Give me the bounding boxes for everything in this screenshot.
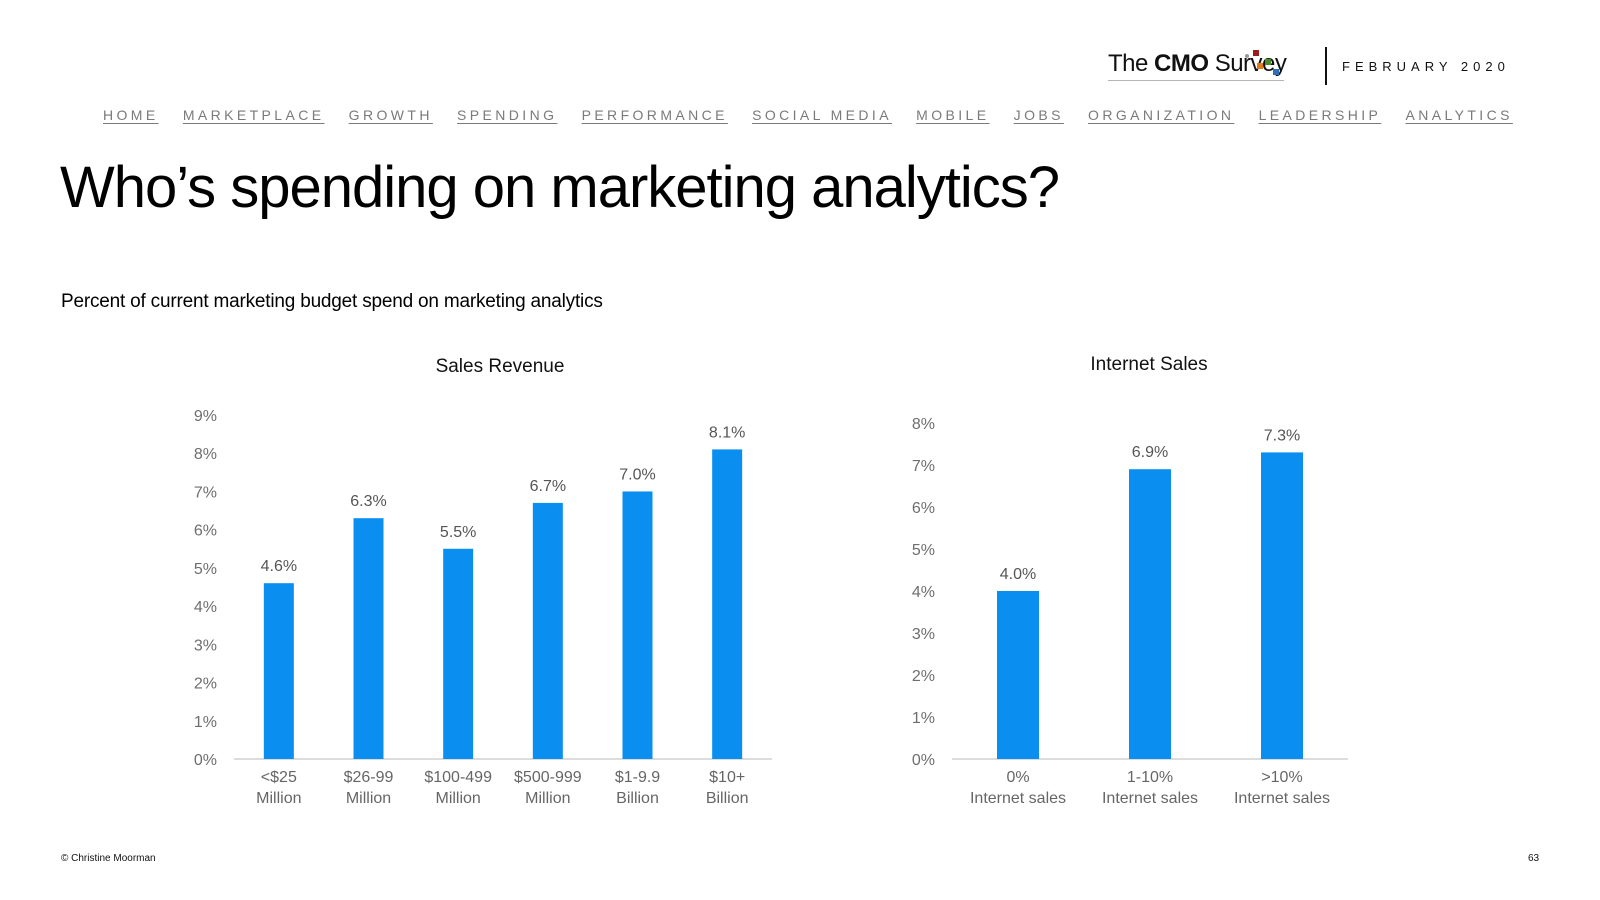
logo-dot-orange <box>1257 63 1263 69</box>
chart-2: Internet Sales 0% 1% 2% 3% 4% 5% 6% 7% 8% 4.0% 0% In… <box>912 354 1348 807</box>
x-tick-label: 1-10% <box>1127 769 1173 786</box>
data-label: 6.3% <box>350 493 386 510</box>
data-label: 5.5% <box>440 524 476 541</box>
y-tick-label: 5% <box>194 561 217 578</box>
data-label: 8.1% <box>709 424 745 441</box>
x-tick-label: Billion <box>706 790 749 807</box>
nav-item-analytics[interactable]: ANALYTICS <box>1405 107 1513 123</box>
bar[interactable] <box>443 548 474 759</box>
page-subtitle: Percent of current marketing budget spen… <box>61 291 603 312</box>
x-tick-label: $26-99 <box>344 769 394 786</box>
y-tick-label: 5% <box>912 542 935 559</box>
data-label: 6.9% <box>1132 444 1168 461</box>
x-tick-label: Million <box>346 790 391 807</box>
logo-dot-red <box>1253 50 1259 56</box>
x-tick-label: 0% <box>1006 769 1029 786</box>
chart-1: Sales Revenue 0% 1% 2% 3% 4% 5% 6% 7% 8% 9% 4.6% <$2… <box>194 356 772 807</box>
report-date: FEBRUARY 2020 <box>1342 59 1510 74</box>
data-label: 4.6% <box>261 558 297 575</box>
y-tick-label: 0% <box>194 752 217 769</box>
y-tick-label: 3% <box>912 626 935 643</box>
nav-item-organization[interactable]: ORGANIZATION <box>1088 107 1235 123</box>
chart-title: Sales Revenue <box>436 356 565 377</box>
nav-item-leadership[interactable]: LEADERSHIP <box>1258 107 1382 123</box>
nav-item-spending[interactable]: SPENDING <box>457 107 558 123</box>
bar[interactable] <box>622 491 653 759</box>
page-number: 63 <box>1528 853 1540 864</box>
y-tick-label: 8% <box>912 416 935 433</box>
y-tick-label: 2% <box>912 668 935 685</box>
x-tick-label: $10+ <box>709 769 745 786</box>
x-tick-label: Million <box>525 790 570 807</box>
brand-divider <box>1325 47 1327 85</box>
copyright: © Christine Moorman <box>61 853 156 864</box>
bar[interactable] <box>1129 469 1171 759</box>
bar[interactable] <box>712 449 743 759</box>
data-label: 4.0% <box>1000 566 1036 583</box>
logo-dot-green <box>1265 59 1271 65</box>
nav-item-mobile[interactable]: MOBILE <box>916 107 990 123</box>
nav-item-jobs[interactable]: JOBS <box>1013 107 1064 123</box>
y-tick-label: 0% <box>912 752 935 769</box>
nav-item-marketplace[interactable]: MARKETPLACE <box>182 107 325 123</box>
data-label: 6.7% <box>530 478 566 495</box>
y-tick-label: 6% <box>194 523 217 540</box>
x-tick-label: Internet sales <box>1234 790 1330 807</box>
x-tick-label: $500-999 <box>514 769 582 786</box>
x-tick-label: Million <box>435 790 480 807</box>
y-tick-label: 8% <box>194 446 217 463</box>
bar[interactable] <box>532 502 563 759</box>
y-tick-label: 4% <box>912 584 935 601</box>
bar[interactable] <box>263 583 294 759</box>
brand-header: The CMO Survey FEBRUARY 2020 <box>1108 44 1568 88</box>
y-tick-label: 3% <box>194 637 217 654</box>
nav-item-home[interactable]: HOME <box>103 107 159 123</box>
nav-item-performance[interactable]: PERFORMANCE <box>581 107 728 123</box>
y-tick-label: 2% <box>194 676 217 693</box>
logo-dot-gray <box>1245 54 1249 58</box>
y-tick-label: 7% <box>194 484 217 501</box>
nav-item-growth[interactable]: GROWTH <box>348 107 433 123</box>
bar[interactable] <box>1261 452 1303 759</box>
y-tick-label: 6% <box>912 500 935 517</box>
x-tick-label: >10% <box>1261 769 1302 786</box>
top-navigation: HOME MARKETPLACE GROWTH SPENDING PERFORMANCE… <box>103 107 1513 123</box>
x-tick-label: $100-499 <box>424 769 492 786</box>
y-tick-label: 4% <box>194 599 217 616</box>
x-tick-label: $1-9.9 <box>615 769 660 786</box>
x-tick-label: Billion <box>616 790 659 807</box>
y-tick-label: 1% <box>194 714 217 731</box>
data-label: 7.3% <box>1264 427 1300 444</box>
logo-dot-blue <box>1273 69 1279 75</box>
nav-item-social-media[interactable]: SOCIAL MEDIA <box>752 107 892 123</box>
y-tick-label: 9% <box>194 408 217 425</box>
page-title: Who’s spending on marketing analytics? <box>60 155 1060 220</box>
brand-underline <box>1108 80 1284 81</box>
chart-title: Internet Sales <box>1090 354 1207 375</box>
x-tick-label: Internet sales <box>1102 790 1198 807</box>
y-tick-label: 1% <box>912 710 935 727</box>
x-tick-label: <$25 <box>261 769 297 786</box>
data-label: 7.0% <box>619 466 655 483</box>
x-tick-label: Internet sales <box>970 790 1066 807</box>
y-tick-label: 7% <box>912 458 935 475</box>
bar[interactable] <box>353 518 384 759</box>
bar[interactable] <box>997 591 1039 759</box>
x-tick-label: Million <box>256 790 301 807</box>
